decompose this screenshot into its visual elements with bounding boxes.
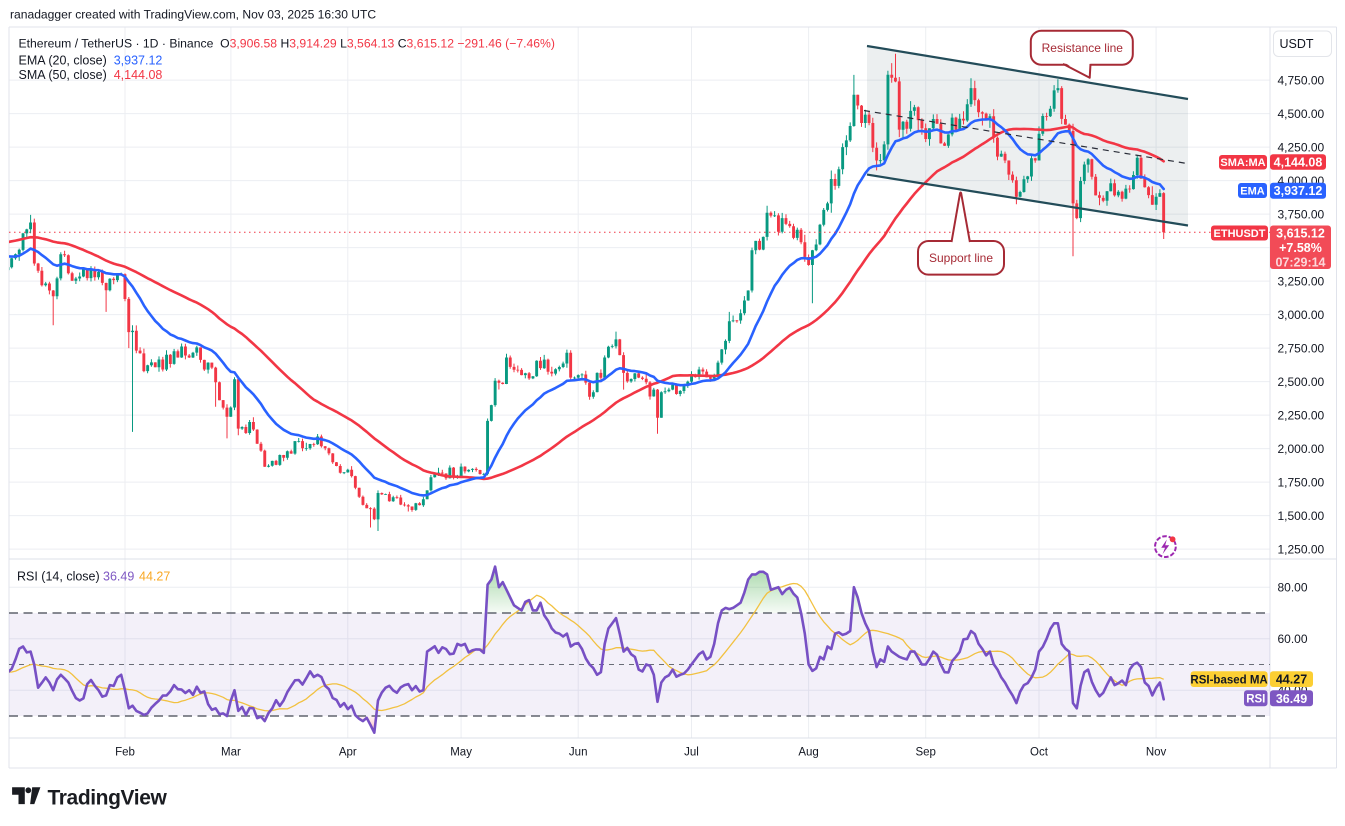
svg-text:Aug: Aug [798,747,818,759]
svg-text:2,250.00: 2,250.00 [1278,408,1325,422]
svg-text:3,937.12: 3,937.12 [1274,184,1323,198]
svg-text:TradingView: TradingView [48,787,168,810]
svg-text:2,000.00: 2,000.00 [1278,442,1325,456]
svg-text:Mar: Mar [221,747,241,759]
svg-text:2,750.00: 2,750.00 [1278,341,1325,355]
svg-text:4,500.00: 4,500.00 [1278,107,1325,121]
svg-text:RSI: RSI [1246,693,1265,705]
svg-text:3,000.00: 3,000.00 [1278,308,1325,322]
svg-text:Jul: Jul [684,747,699,759]
svg-text:Resistance line: Resistance line [1042,41,1124,55]
svg-text:4,750.00: 4,750.00 [1278,73,1325,87]
svg-text:3,615.12: 3,615.12 [1276,227,1325,241]
svg-text:USDT: USDT [1279,37,1313,51]
svg-text:Support line: Support line [929,251,993,265]
svg-text:3,250.00: 3,250.00 [1278,274,1325,288]
svg-text:44.27: 44.27 [1276,673,1307,687]
svg-text:ETHUSDT: ETHUSDT [1214,228,1266,240]
svg-text:May: May [450,747,472,759]
svg-text:EMA: EMA [1240,186,1265,198]
svg-text:EMA (20, close) 3,937.12: EMA (20, close) 3,937.12 [19,53,163,67]
svg-text:Oct: Oct [1030,747,1049,759]
svg-text:1,250.00: 1,250.00 [1278,542,1325,556]
svg-text:80.00: 80.00 [1278,581,1308,595]
svg-text:ranadagger created with Tradin: ranadagger created with TradingView.com,… [10,7,376,21]
svg-text:60.00: 60.00 [1278,632,1308,646]
svg-text:SMA (50, close) 4,144.08: SMA (50, close) 4,144.08 [19,68,163,82]
svg-text:SMA:MA: SMA:MA [1220,157,1265,169]
svg-text:3,750.00: 3,750.00 [1278,207,1325,221]
svg-text:RSI-based MA: RSI-based MA [1190,674,1267,686]
svg-text:Jun: Jun [569,747,588,759]
svg-text:2,500.00: 2,500.00 [1278,375,1325,389]
svg-text:4,144.08: 4,144.08 [1274,156,1323,170]
svg-text:Nov: Nov [1146,747,1167,759]
svg-text:Feb: Feb [115,747,135,759]
svg-text:07:29:14: 07:29:14 [1275,256,1325,270]
svg-text:Apr: Apr [339,747,357,759]
svg-text:Ethereum / TetherUS · 1D · Bin: Ethereum / TetherUS · 1D · Binance O3,90… [19,36,555,50]
svg-text:36.49: 36.49 [1276,692,1307,706]
svg-text:1,750.00: 1,750.00 [1278,475,1325,489]
svg-text:4,250.00: 4,250.00 [1278,140,1325,154]
svg-text:+7.58%: +7.58% [1279,241,1322,255]
svg-text:Sep: Sep [915,747,935,759]
svg-text:1,500.00: 1,500.00 [1278,509,1325,523]
